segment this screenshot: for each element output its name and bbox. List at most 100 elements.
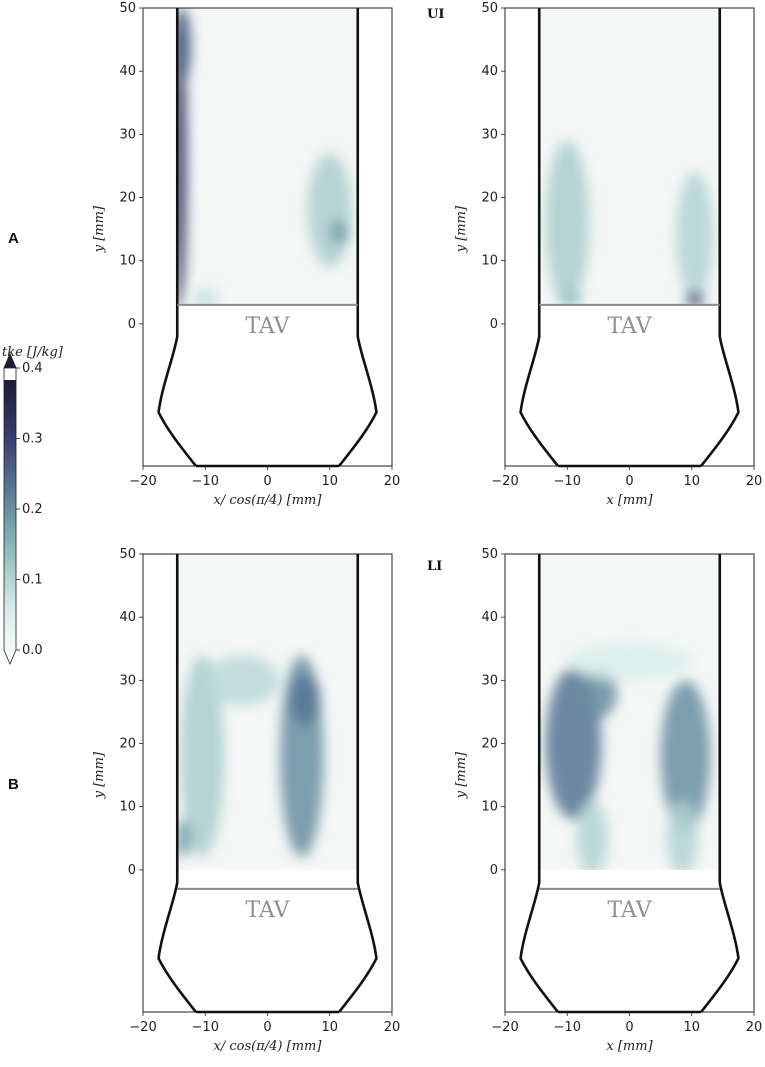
y-axis-label: y [mm] — [454, 205, 469, 253]
y-tick-label: 0 — [128, 317, 136, 332]
y-tick-label: 0 — [490, 863, 498, 878]
aorta-wall-right — [338, 554, 378, 1013]
tke-hotspot — [289, 674, 321, 725]
row-label-b: B — [8, 776, 19, 793]
colorbar-bar — [4, 380, 16, 664]
x-tick-label: 0 — [263, 474, 271, 489]
row-label-a: A — [8, 230, 19, 247]
y-tick-label: 40 — [119, 64, 136, 79]
y-tick-label: 50 — [481, 1, 498, 16]
tke-hotspot — [557, 291, 583, 305]
x-tick-label: 20 — [746, 1020, 763, 1035]
y-tick-label: 30 — [119, 127, 136, 142]
x-tick-label: 10 — [683, 474, 700, 489]
y-tick-label: 20 — [119, 737, 136, 752]
y-tick-label: 20 — [119, 191, 136, 206]
x-tick-label: 10 — [683, 1020, 700, 1035]
x-tick-label: 0 — [625, 474, 633, 489]
panel-corner-label: LI — [427, 559, 442, 574]
aorta-wall-left — [157, 554, 197, 1013]
y-tick-label: 30 — [481, 673, 498, 688]
y-tick-label: 10 — [481, 800, 498, 815]
y-tick-label: 0 — [490, 317, 498, 332]
panel-corner-label: UI — [427, 7, 444, 22]
colorbar-tick-label: 0.4 — [22, 361, 43, 376]
tke-field — [177, 8, 358, 305]
x-axis-label: x/ cos(π/4) [mm] — [214, 493, 323, 508]
x-tick-label: 20 — [746, 474, 763, 489]
x-tick-label: −20 — [491, 1020, 518, 1035]
tke-hotspot — [576, 800, 608, 870]
y-axis-label: y [mm] — [454, 751, 469, 799]
y-tick-label: 50 — [119, 547, 136, 562]
tke-hotspot — [180, 655, 224, 858]
colorbar-tick-label: 0.0 — [22, 643, 43, 658]
panel-3: TAV 0 10 20 30 40 50 −20 −10 0 10 20 x/ cos(π/4) [mm… — [92, 547, 400, 1054]
y-tick-label: 40 — [119, 610, 136, 625]
colorbar-tick-label: 0.2 — [22, 502, 43, 517]
x-tick-label: 0 — [625, 1020, 633, 1035]
panel-1: TAV 0 10 20 30 40 50 −20 −10 0 10 20 x/ cos(π/4) [mm… — [92, 1, 400, 508]
y-tick-label: 20 — [481, 191, 498, 206]
aorta-wall-right — [338, 8, 378, 467]
y-tick-label: 50 — [119, 1, 136, 16]
y-axis-label: y [mm] — [92, 751, 107, 799]
tke-hotspot — [329, 219, 349, 245]
x-tick-label: −20 — [491, 474, 518, 489]
y-tick-label: 40 — [481, 610, 498, 625]
tke-hotspot — [676, 172, 714, 299]
aorta-wall-left — [157, 8, 197, 467]
x-tick-label: 20 — [384, 1020, 401, 1035]
y-tick-label: 0 — [128, 863, 136, 878]
tke-hotspot — [660, 680, 711, 832]
tke-hotspot — [192, 289, 218, 305]
tav-label: TAV — [245, 314, 290, 339]
y-tick-label: 20 — [481, 737, 498, 752]
tke-field — [539, 554, 720, 870]
tke-hotspot — [579, 667, 618, 719]
tke-hotspot — [177, 8, 191, 84]
y-tick-label: 10 — [119, 800, 136, 815]
x-tick-label: −10 — [192, 474, 219, 489]
tav-label: TAV — [607, 314, 652, 339]
tke-field — [539, 8, 720, 305]
colorbar-tick-label: 0.1 — [22, 573, 43, 588]
y-tick-label: 30 — [481, 127, 498, 142]
aorta-wall-left — [519, 8, 559, 467]
tke-field — [177, 554, 358, 870]
x-tick-label: −10 — [554, 474, 581, 489]
x-tick-label: 20 — [384, 474, 401, 489]
aorta-wall-right — [700, 554, 740, 1013]
x-axis-label: x/ cos(π/4) [mm] — [214, 1039, 323, 1054]
aorta-wall-right — [700, 8, 740, 467]
x-axis-label: x [mm] — [606, 1039, 653, 1054]
tke-hotspot — [666, 800, 698, 870]
y-tick-label: 30 — [119, 673, 136, 688]
x-tick-label: −20 — [129, 474, 156, 489]
panel-2: TAV 0 10 20 30 40 50 −20 −10 0 10 20 x [mm] y [mm] UI — [427, 1, 762, 508]
x-tick-label: −10 — [192, 1020, 219, 1035]
x-tick-label: −20 — [129, 1020, 156, 1035]
x-tick-label: 10 — [321, 474, 338, 489]
tav-label: TAV — [607, 898, 652, 923]
tke-hotspot — [177, 819, 192, 858]
panel-4: TAV 0 10 20 30 40 50 −20 −10 0 10 20 x [mm] y [mm] LI — [427, 547, 762, 1054]
tke-hotspot — [545, 140, 590, 305]
colorbar: tke [J/kg] 0.0 0.1 0.2 0.3 0.4 — [2, 345, 64, 666]
y-tick-label: 40 — [481, 64, 498, 79]
y-tick-label: 50 — [481, 547, 498, 562]
x-tick-label: −10 — [554, 1020, 581, 1035]
x-tick-label: 0 — [263, 1020, 271, 1035]
tav-label: TAV — [245, 898, 290, 923]
y-tick-label: 10 — [481, 254, 498, 269]
tke-hotspot — [567, 642, 692, 681]
aorta-wall-left — [519, 554, 559, 1013]
y-axis-label: y [mm] — [92, 205, 107, 253]
tke-hotspot — [685, 291, 705, 305]
tke-hotspot — [307, 153, 352, 268]
colorbar-tick-label: 0.3 — [22, 432, 43, 447]
tke-hotspot — [205, 655, 280, 706]
y-tick-label: 10 — [119, 254, 136, 269]
x-tick-label: 10 — [321, 1020, 338, 1035]
